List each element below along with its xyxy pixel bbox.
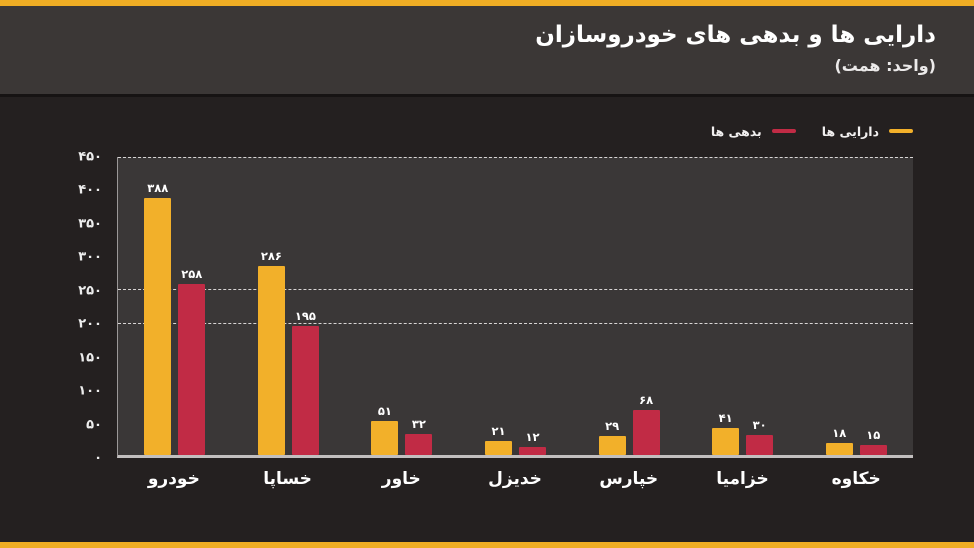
y-axis: ۴۵۰ ۴۰۰ ۳۵۰ ۳۰۰ ۲۵۰ ۲۰۰ ۱۵۰ ۱۰۰ ۵۰ ۰ <box>0 150 110 466</box>
bar-group: ۴۱ ۳۰ <box>686 157 800 455</box>
bar-value-label: ۳۰ <box>752 418 767 433</box>
y-axis-tick-label: ۲۵۰ <box>78 283 102 299</box>
bar-group: ۱۸ ۱۵ <box>799 157 913 455</box>
liabilities-bar <box>859 445 887 455</box>
bar-value-label: ۱۲ <box>525 430 540 445</box>
legend-label: دارایی ها <box>821 123 879 139</box>
bar-column: ۳۰ <box>746 157 774 455</box>
bar-value-label: ۳۸۸ <box>147 181 169 196</box>
bar-groups-layer: ۳۸۸ ۲۵۸ ۲۸۶ ۱۹۵ ۵۱ ۳۲ ۲۱ ۱۲ ۲۹ ۶۸ ۴۱ ۳۰ ۱۸ ۱۵ <box>118 157 913 455</box>
bar-value-label: ۱۹۵ <box>294 308 316 323</box>
liabilities-bar <box>632 409 660 455</box>
legend-item-0: دارایی ها <box>822 124 913 139</box>
gridline-450 <box>118 157 913 158</box>
bar-column: ۲۱ <box>485 157 513 455</box>
assets-bar <box>144 198 172 455</box>
gridline-200 <box>118 322 913 324</box>
bar-column: ۳۲ <box>405 157 433 455</box>
bar-value-label: ۱۸ <box>832 426 847 441</box>
bar-column: ۱۹۵ <box>291 157 319 455</box>
assets-bar <box>485 441 513 455</box>
legend-swatch <box>889 129 913 133</box>
bottom-accent-bar <box>0 542 974 548</box>
bar-column: ۲۸۶ <box>257 157 285 455</box>
chart-header: دارایی ها و بدهی های خودروسازان (واحد: ه… <box>0 6 974 97</box>
bar-group: ۲۱ ۱۲ <box>459 157 573 455</box>
x-axis-label: خودرو <box>147 469 200 489</box>
assets-bar <box>598 435 626 455</box>
y-axis-tick-label: ۰ <box>94 450 102 466</box>
bar-column: ۴۱ <box>712 157 740 455</box>
bar-column: ۶۸ <box>632 157 660 455</box>
y-axis-tick-label: ۲۰۰ <box>78 316 102 332</box>
top-accent-bar <box>0 0 974 6</box>
bar-group: ۲۹ ۶۸ <box>572 157 686 455</box>
bar-value-label: ۲۹ <box>605 418 620 433</box>
y-axis-tick-label: ۴۵۰ <box>78 149 102 165</box>
assets-bar <box>712 427 740 455</box>
y-axis-tick-label: ۵۰ <box>86 417 102 433</box>
bar-column: ۲۵۸ <box>178 157 206 455</box>
bar-group: ۳۸۸ ۲۵۸ <box>118 157 232 455</box>
bar-value-label: ۴۱ <box>718 410 733 425</box>
bar-value-label: ۱۵ <box>866 428 881 443</box>
gridline-250 <box>118 289 913 291</box>
x-axis-labels: خودرو خساپا خاور خدیزل خپارس خزامیا خکاوه <box>117 469 913 497</box>
bar-column: ۵۱ <box>371 157 399 455</box>
legend-item-1: بدهی ها <box>711 124 796 139</box>
x-axis-label: خزامیا <box>716 469 769 489</box>
bar-value-label: ۲۸۶ <box>260 248 282 263</box>
y-axis-tick-label: ۳۰۰ <box>78 249 102 265</box>
y-axis-tick-label: ۱۰۰ <box>78 383 102 399</box>
liabilities-bar <box>405 433 433 455</box>
legend-label: بدهی ها <box>710 123 762 139</box>
y-axis-tick-label: ۴۰۰ <box>78 182 102 198</box>
liabilities-bar <box>178 284 206 455</box>
bar-column: ۲۹ <box>598 157 626 455</box>
y-axis-tick-label: ۳۵۰ <box>78 216 102 232</box>
liabilities-bar <box>519 447 547 455</box>
x-axis-label: خساپا <box>263 469 312 489</box>
x-axis-label: خدیزل <box>488 469 542 489</box>
chart-title: دارایی ها و بدهی های خودروسازان <box>535 22 936 48</box>
y-axis-tick-label: ۱۵۰ <box>78 350 102 366</box>
legend-swatch <box>771 129 796 133</box>
bar-value-label: ۳۲ <box>411 416 426 431</box>
bar-value-label: ۲۱ <box>491 424 506 439</box>
assets-bar <box>825 443 853 455</box>
chart-legend: دارایی ها بدهی ها <box>711 122 913 140</box>
x-axis-label: خاور <box>381 469 421 489</box>
bar-group: ۲۸۶ ۱۹۵ <box>232 157 346 455</box>
x-axis-label: خپارس <box>599 469 659 489</box>
bar-value-label: ۶۸ <box>639 392 654 407</box>
x-axis-label: خکاوه <box>831 469 881 489</box>
assets-bar <box>257 265 285 455</box>
liabilities-bar <box>291 325 319 455</box>
assets-bar <box>371 421 399 455</box>
bar-value-label: ۲۵۸ <box>181 267 203 282</box>
bar-column: ۱۸ <box>825 157 853 455</box>
bar-group: ۵۱ ۳۲ <box>345 157 459 455</box>
liabilities-bar <box>746 435 774 455</box>
bar-column: ۳۸۸ <box>144 157 172 455</box>
bar-value-label: ۵۱ <box>377 404 392 419</box>
plot-area: ۳۸۸ ۲۵۸ ۲۸۶ ۱۹۵ ۵۱ ۳۲ ۲۱ ۱۲ ۲۹ ۶۸ ۴۱ ۳۰ ۱۸ ۱۵ <box>117 157 913 458</box>
chart-subtitle: (واحد: همت) <box>834 56 936 75</box>
bar-column: ۱۵ <box>859 157 887 455</box>
bar-column: ۱۲ <box>519 157 547 455</box>
